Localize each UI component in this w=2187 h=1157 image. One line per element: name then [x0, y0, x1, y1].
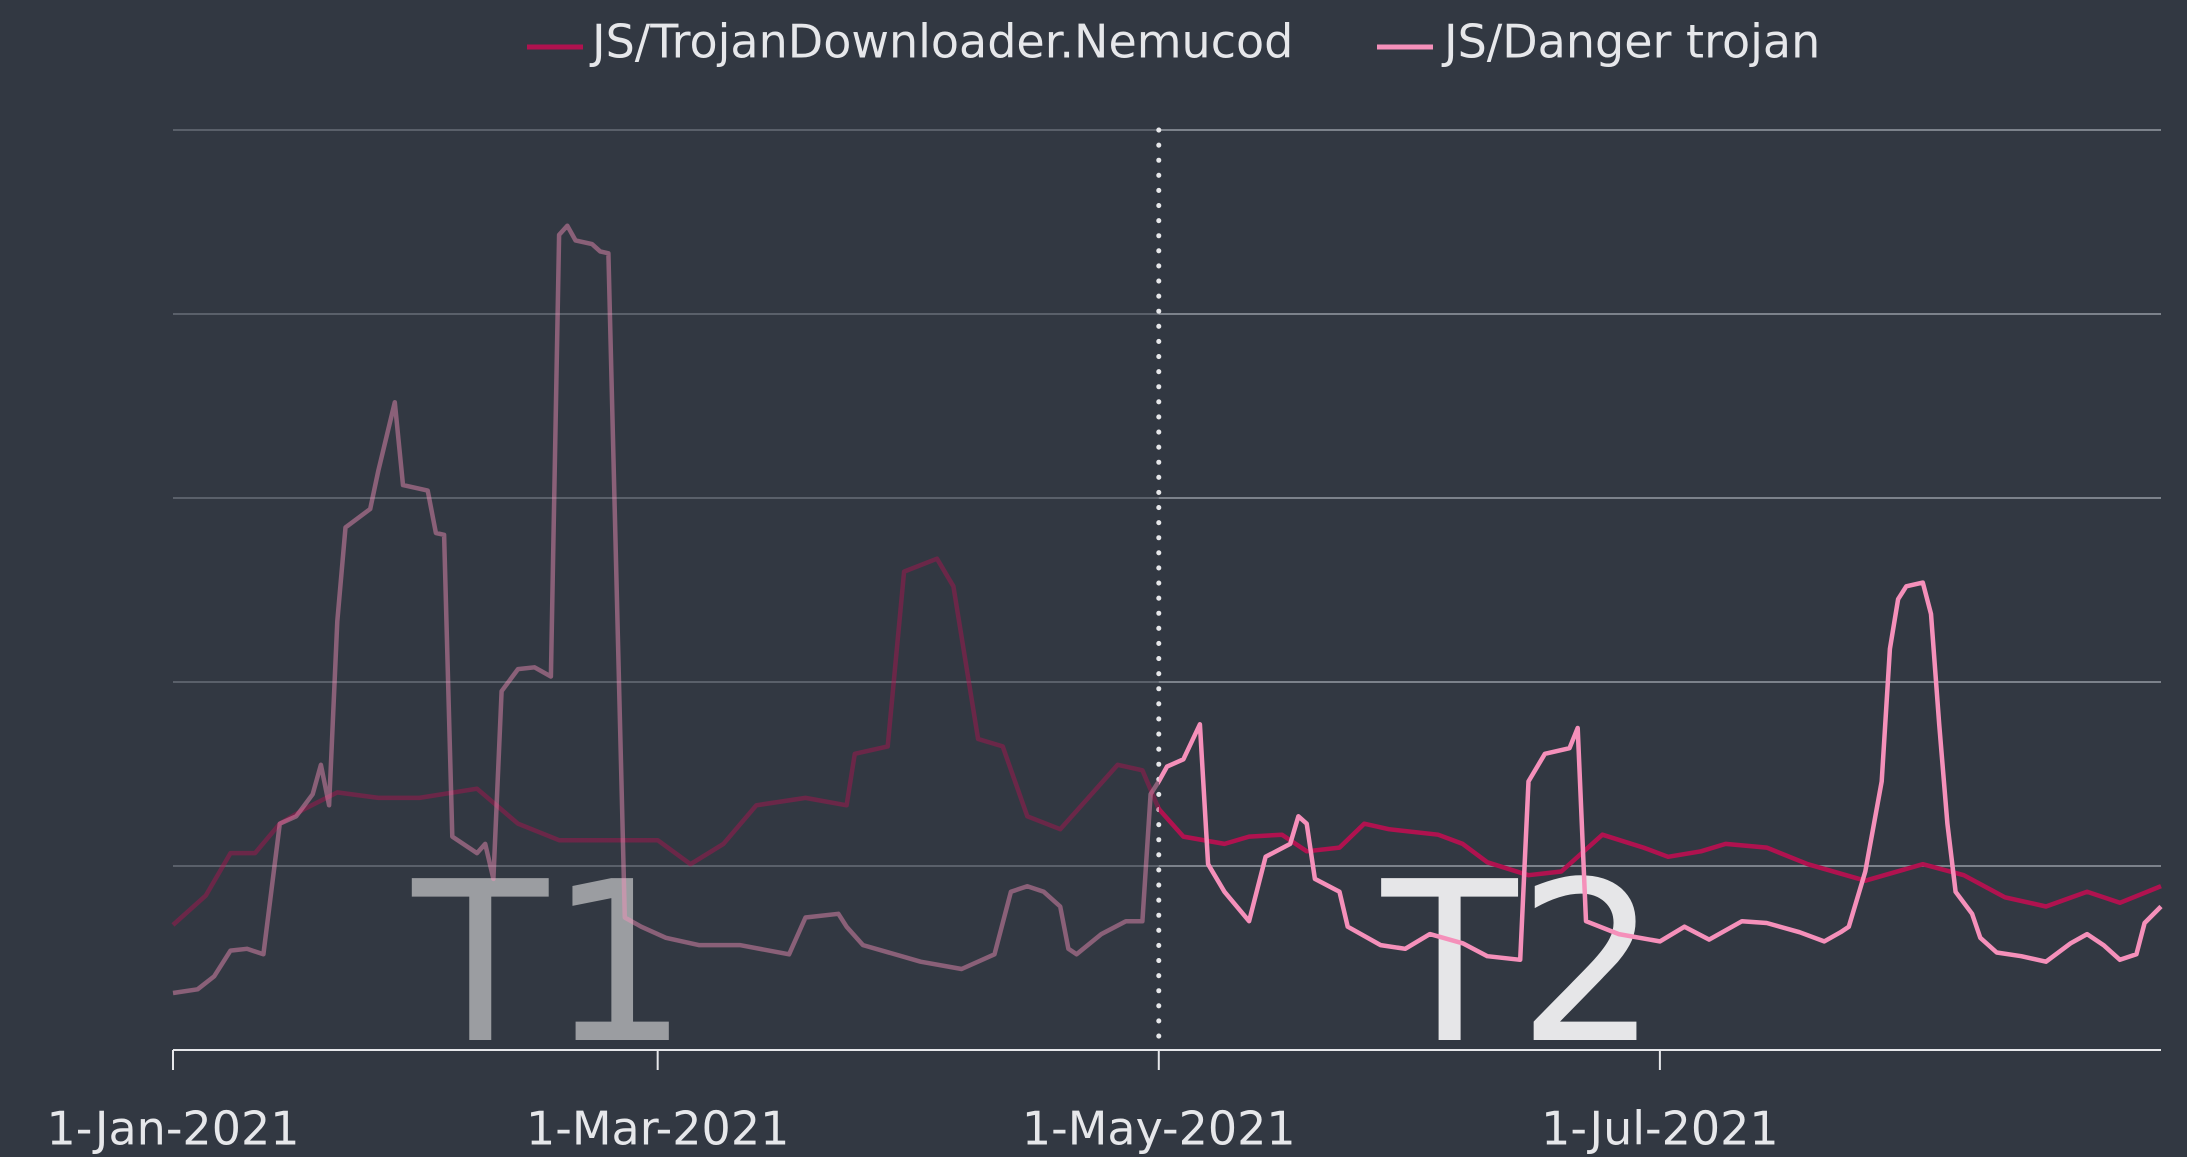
x-tick-label: 1-May-2021 [1022, 1102, 1296, 1156]
x-tick-label: 1-Mar-2021 [526, 1102, 789, 1156]
x-tick-label: 1-Jul-2021 [1541, 1102, 1779, 1156]
series-line [171, 556, 2162, 927]
x-tick-label: 1-Jan-2021 [47, 1102, 300, 1156]
annotation-layer: T1 T2 [411, 835, 1658, 1093]
period-label: T1 [411, 835, 689, 1093]
series-line [172, 223, 2163, 996]
legend-label: JS/TrojanDownloader.Nemucod [589, 15, 1293, 69]
legend-label: JS/Danger trojan [1441, 15, 1820, 69]
